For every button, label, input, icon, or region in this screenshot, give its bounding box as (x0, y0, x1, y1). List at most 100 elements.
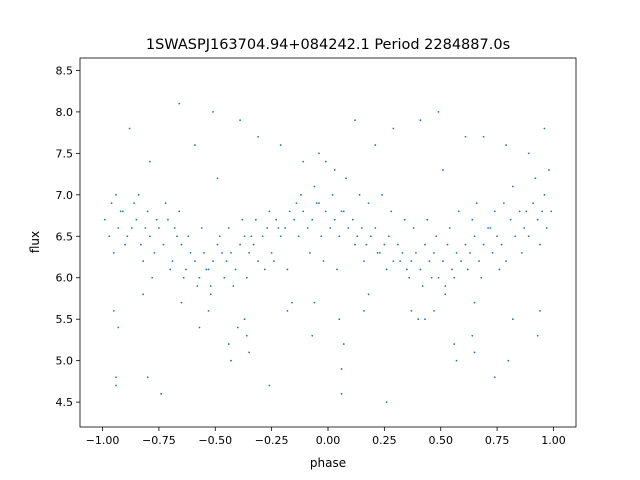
data-point (112, 251, 115, 254)
data-point (358, 193, 361, 196)
data-point (360, 227, 363, 229)
data-point (200, 227, 203, 229)
data-point (511, 185, 514, 188)
data-point (543, 127, 546, 130)
data-point (324, 210, 327, 213)
y-axis: 4.5 5.0 5.5 6.0 6.5 7.0 7.5 8.0 8.5 (56, 64, 80, 409)
data-point (340, 368, 343, 370)
data-point (505, 144, 508, 146)
data-point (428, 260, 431, 263)
data-point (527, 152, 530, 155)
data-point (331, 193, 334, 196)
data-point (466, 268, 469, 271)
x-axis-label: phase (310, 456, 346, 470)
data-point (252, 243, 255, 246)
data-point (178, 102, 181, 105)
data-point (130, 227, 133, 229)
data-point (126, 235, 129, 238)
data-point (110, 202, 113, 205)
data-point (243, 318, 246, 321)
data-point (340, 210, 343, 213)
y-tick-label: 8.5 (56, 64, 74, 77)
data-point (128, 127, 131, 130)
data-point (444, 285, 447, 287)
data-point (263, 268, 266, 271)
data-point (340, 392, 343, 395)
data-point (489, 227, 492, 229)
data-point (392, 127, 395, 130)
data-point (117, 326, 120, 329)
data-point (367, 202, 370, 205)
x-tick-label: −1.00 (86, 434, 120, 447)
data-point (124, 243, 126, 246)
data-point (164, 202, 167, 205)
data-point (153, 251, 156, 254)
data-point (333, 218, 336, 221)
data-point (475, 202, 478, 205)
data-point (532, 202, 535, 205)
data-point (257, 260, 260, 263)
data-point (406, 268, 408, 271)
data-point (142, 293, 145, 296)
data-point (245, 334, 248, 337)
x-tick-label: −0.25 (255, 434, 289, 447)
data-point (390, 210, 393, 213)
data-point (419, 268, 422, 271)
data-point (525, 210, 528, 213)
data-point (464, 243, 467, 246)
data-point (446, 243, 449, 246)
data-point (435, 235, 438, 238)
data-point (207, 268, 210, 271)
data-point (453, 343, 456, 345)
data-point (518, 210, 521, 213)
data-point (266, 227, 269, 229)
data-point (396, 243, 399, 246)
data-point (482, 135, 485, 138)
data-point (392, 260, 395, 263)
data-point (243, 235, 246, 238)
data-point (135, 218, 138, 221)
data-point (257, 135, 260, 138)
data-point (318, 202, 320, 205)
data-point (295, 202, 298, 205)
data-point (216, 177, 219, 180)
data-point (478, 260, 480, 263)
data-point (507, 359, 510, 362)
data-point (270, 251, 273, 254)
data-point (473, 301, 476, 304)
data-point (230, 359, 232, 362)
data-point (227, 343, 230, 345)
data-point (160, 392, 163, 395)
data-point (378, 251, 381, 254)
data-point (158, 227, 160, 229)
data-point (320, 235, 323, 238)
data-point (338, 235, 341, 238)
data-point (182, 276, 185, 279)
data-point (180, 243, 183, 246)
data-point (236, 326, 239, 329)
x-tick-label: 0.50 (428, 434, 453, 447)
data-point (230, 251, 232, 254)
data-point (245, 276, 248, 279)
data-point (548, 169, 550, 171)
data-point (254, 218, 257, 221)
data-point (248, 251, 250, 254)
data-point (309, 251, 311, 254)
data-point (268, 384, 271, 387)
data-point (169, 268, 172, 271)
data-point (286, 310, 289, 312)
data-point (505, 260, 508, 263)
data-point (119, 210, 122, 213)
data-point (322, 260, 325, 263)
data-point (203, 251, 205, 254)
y-tick-label: 7.5 (56, 147, 74, 160)
data-point (410, 310, 413, 312)
data-point (275, 218, 278, 221)
data-point (324, 160, 327, 163)
data-point (209, 293, 212, 296)
x-tick-label: 1.00 (541, 434, 566, 447)
data-point (261, 235, 264, 238)
data-point (351, 218, 354, 221)
